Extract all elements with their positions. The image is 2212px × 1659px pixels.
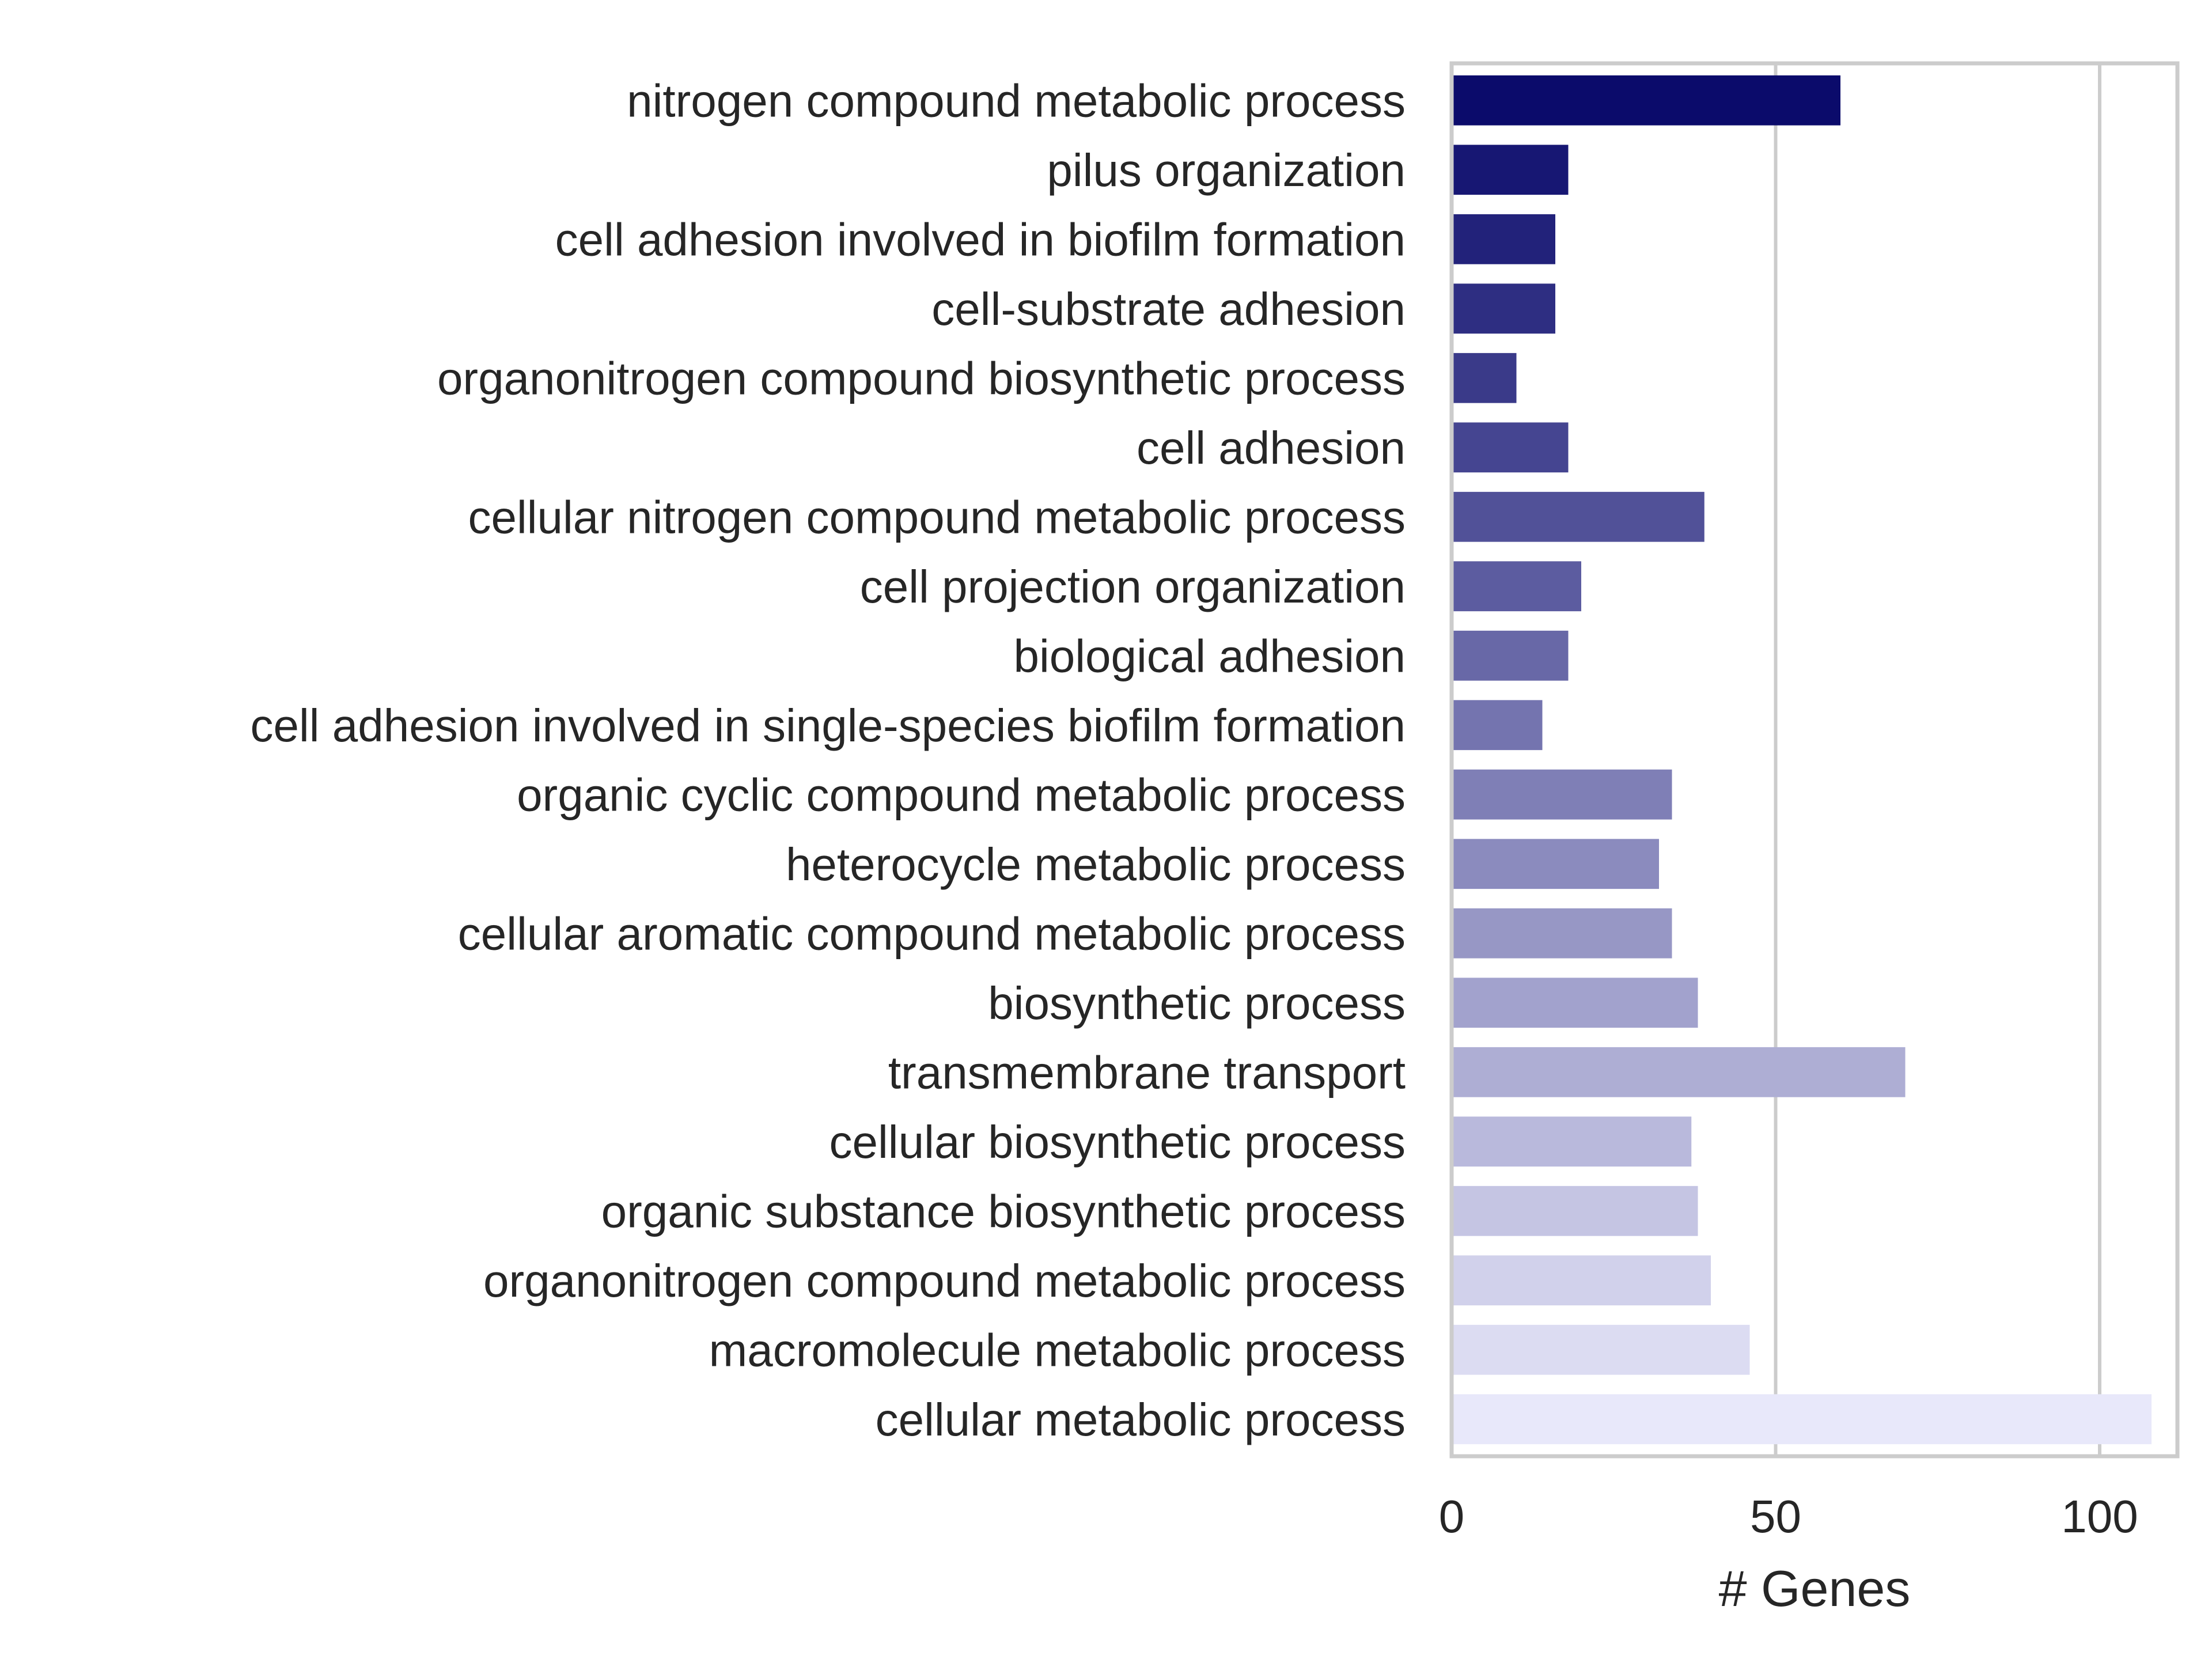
bar (1452, 353, 1517, 403)
x-tick-label: 50 (1750, 1491, 1801, 1542)
bar (1452, 839, 1659, 889)
bar (1452, 1255, 1711, 1306)
bar (1452, 1185, 1698, 1236)
category-label: biological adhesion (1013, 630, 1406, 681)
bar (1452, 908, 1672, 959)
x-tick-label: 0 (1439, 1491, 1465, 1542)
category-label: cell projection organization (860, 561, 1406, 612)
bar (1452, 769, 1672, 820)
category-label: cellular biosynthetic process (830, 1116, 1406, 1168)
category-label: cell adhesion involved in biofilm format… (555, 214, 1406, 265)
category-label: organonitrogen compound biosynthetic pro… (437, 353, 1406, 404)
grid-lines (1774, 63, 2101, 1456)
bar (1452, 1324, 1750, 1375)
bar (1452, 214, 1555, 264)
category-labels: nitrogen compound metabolic process pilus… (251, 75, 1406, 1445)
plot-frame (1449, 61, 2180, 1459)
bar (1452, 1047, 1906, 1097)
bar (1452, 978, 1698, 1028)
x-tick-labels: 0 50 100 (1439, 1491, 2138, 1542)
bar (1452, 561, 1581, 612)
bar (1452, 422, 1569, 473)
category-label: organic substance biosynthetic process (601, 1185, 1406, 1237)
category-label: cell-substrate adhesion (931, 283, 1406, 335)
bar (1452, 491, 1705, 542)
x-tick-label: 100 (2061, 1491, 2138, 1542)
bar (1452, 700, 1543, 751)
category-label: pilus organization (1047, 145, 1406, 196)
category-label: cellular aromatic compound metabolic pro… (458, 908, 1406, 959)
category-label: cellular metabolic process (876, 1394, 1406, 1445)
category-label: transmembrane transport (888, 1047, 1406, 1098)
bar (1452, 283, 1555, 334)
category-label: organic cyclic compound metabolic proces… (517, 769, 1406, 820)
bar (1452, 75, 1840, 126)
category-label: cellular nitrogen compound metabolic pro… (468, 491, 1406, 543)
bars (1452, 75, 2152, 1445)
category-label: biosynthetic process (988, 978, 1406, 1029)
category-label: nitrogen compound metabolic process (627, 75, 1406, 126)
x-axis-label: # Genes (1719, 1560, 1911, 1617)
bar (1452, 1394, 2152, 1445)
bar (1452, 1116, 1692, 1167)
bar (1452, 145, 1569, 195)
category-label: heterocycle metabolic process (786, 839, 1406, 890)
category-label: organonitrogen compound metabolic proces… (483, 1255, 1406, 1306)
category-label: cell adhesion involved in single-species… (251, 700, 1406, 751)
category-label: cell adhesion (1137, 422, 1406, 474)
category-label: macromolecule metabolic process (709, 1324, 1406, 1376)
bar (1452, 630, 1569, 681)
